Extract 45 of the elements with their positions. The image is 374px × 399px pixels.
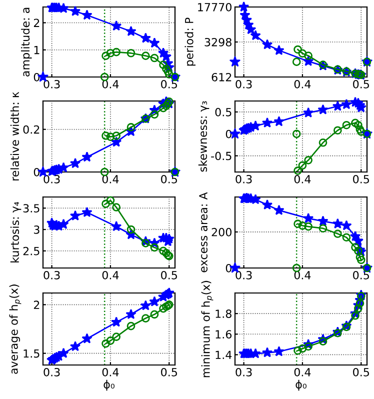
x-tick-label: 0.3	[44, 368, 60, 376]
x-tick-label: 0.3	[236, 368, 252, 376]
x-tick-label: 0.4	[102, 368, 119, 376]
x-tick-label: 0.5	[161, 368, 177, 376]
y-axis-title: average of h$_{p}$(x)	[9, 284, 22, 374]
x-axis-title: ϕ₀	[104, 380, 115, 391]
x-tick-label: 0.3	[236, 174, 252, 184]
x-tick-label: 0.4	[294, 80, 311, 88]
y-axis-title: kurtosis: γ₄	[10, 202, 22, 262]
y-tick-label: 1	[34, 46, 40, 54]
x-tick-label: 0.3	[236, 270, 252, 280]
x-tick-label: 0.3	[44, 270, 60, 280]
y-tick-label: 3	[34, 225, 40, 234]
x-tick-label: 0.5	[353, 174, 369, 184]
y-axis-title: skewness: γ₃	[198, 101, 210, 172]
y-tick-label: 2	[34, 18, 40, 27]
y-axis-title: period: P	[184, 18, 196, 66]
y-tick-label: 2.5	[23, 246, 40, 256]
x-tick-label: 0.4	[294, 174, 311, 184]
y-tick-label: 1.5	[24, 349, 40, 358]
y-axis-title: relative width: κ	[10, 92, 20, 180]
y-axis-title: amplitude: a	[21, 8, 32, 76]
y-tick-label: 1.4	[216, 350, 232, 359]
y-tick-label: 200	[212, 228, 232, 236]
x-tick-label: 0.5	[161, 270, 177, 280]
y-tick-label: 3298	[204, 38, 232, 46]
x-tick-label: 0.3	[44, 80, 60, 88]
x-tick-label: 0.3	[236, 80, 252, 88]
x-tick-label: 0.3	[44, 174, 60, 184]
y-tick-label: 0.5	[215, 108, 232, 116]
y-tick-label: 17770	[198, 2, 232, 12]
y-tick-label: 1.6	[216, 330, 232, 339]
x-tick-label: 0.5	[353, 368, 369, 376]
x-tick-label: 0.4	[294, 368, 311, 376]
y-axis-title: excess area: A	[199, 192, 208, 272]
y-tick-label: 612	[212, 72, 232, 82]
y-axis-title: minimum of h$_{p}$(x)	[201, 280, 214, 378]
x-axis-title: ϕ₀	[296, 380, 307, 391]
y-tick-label: 1.8	[216, 310, 232, 318]
x-tick-label: 0.5	[353, 80, 369, 88]
y-tick-label: 2	[34, 300, 40, 309]
y-tick-label: -0.5	[211, 152, 232, 160]
x-tick-label: 0.4	[102, 270, 119, 280]
y-tick-label: 3.5	[23, 204, 40, 212]
y-tick-label: 0.2	[23, 125, 40, 134]
